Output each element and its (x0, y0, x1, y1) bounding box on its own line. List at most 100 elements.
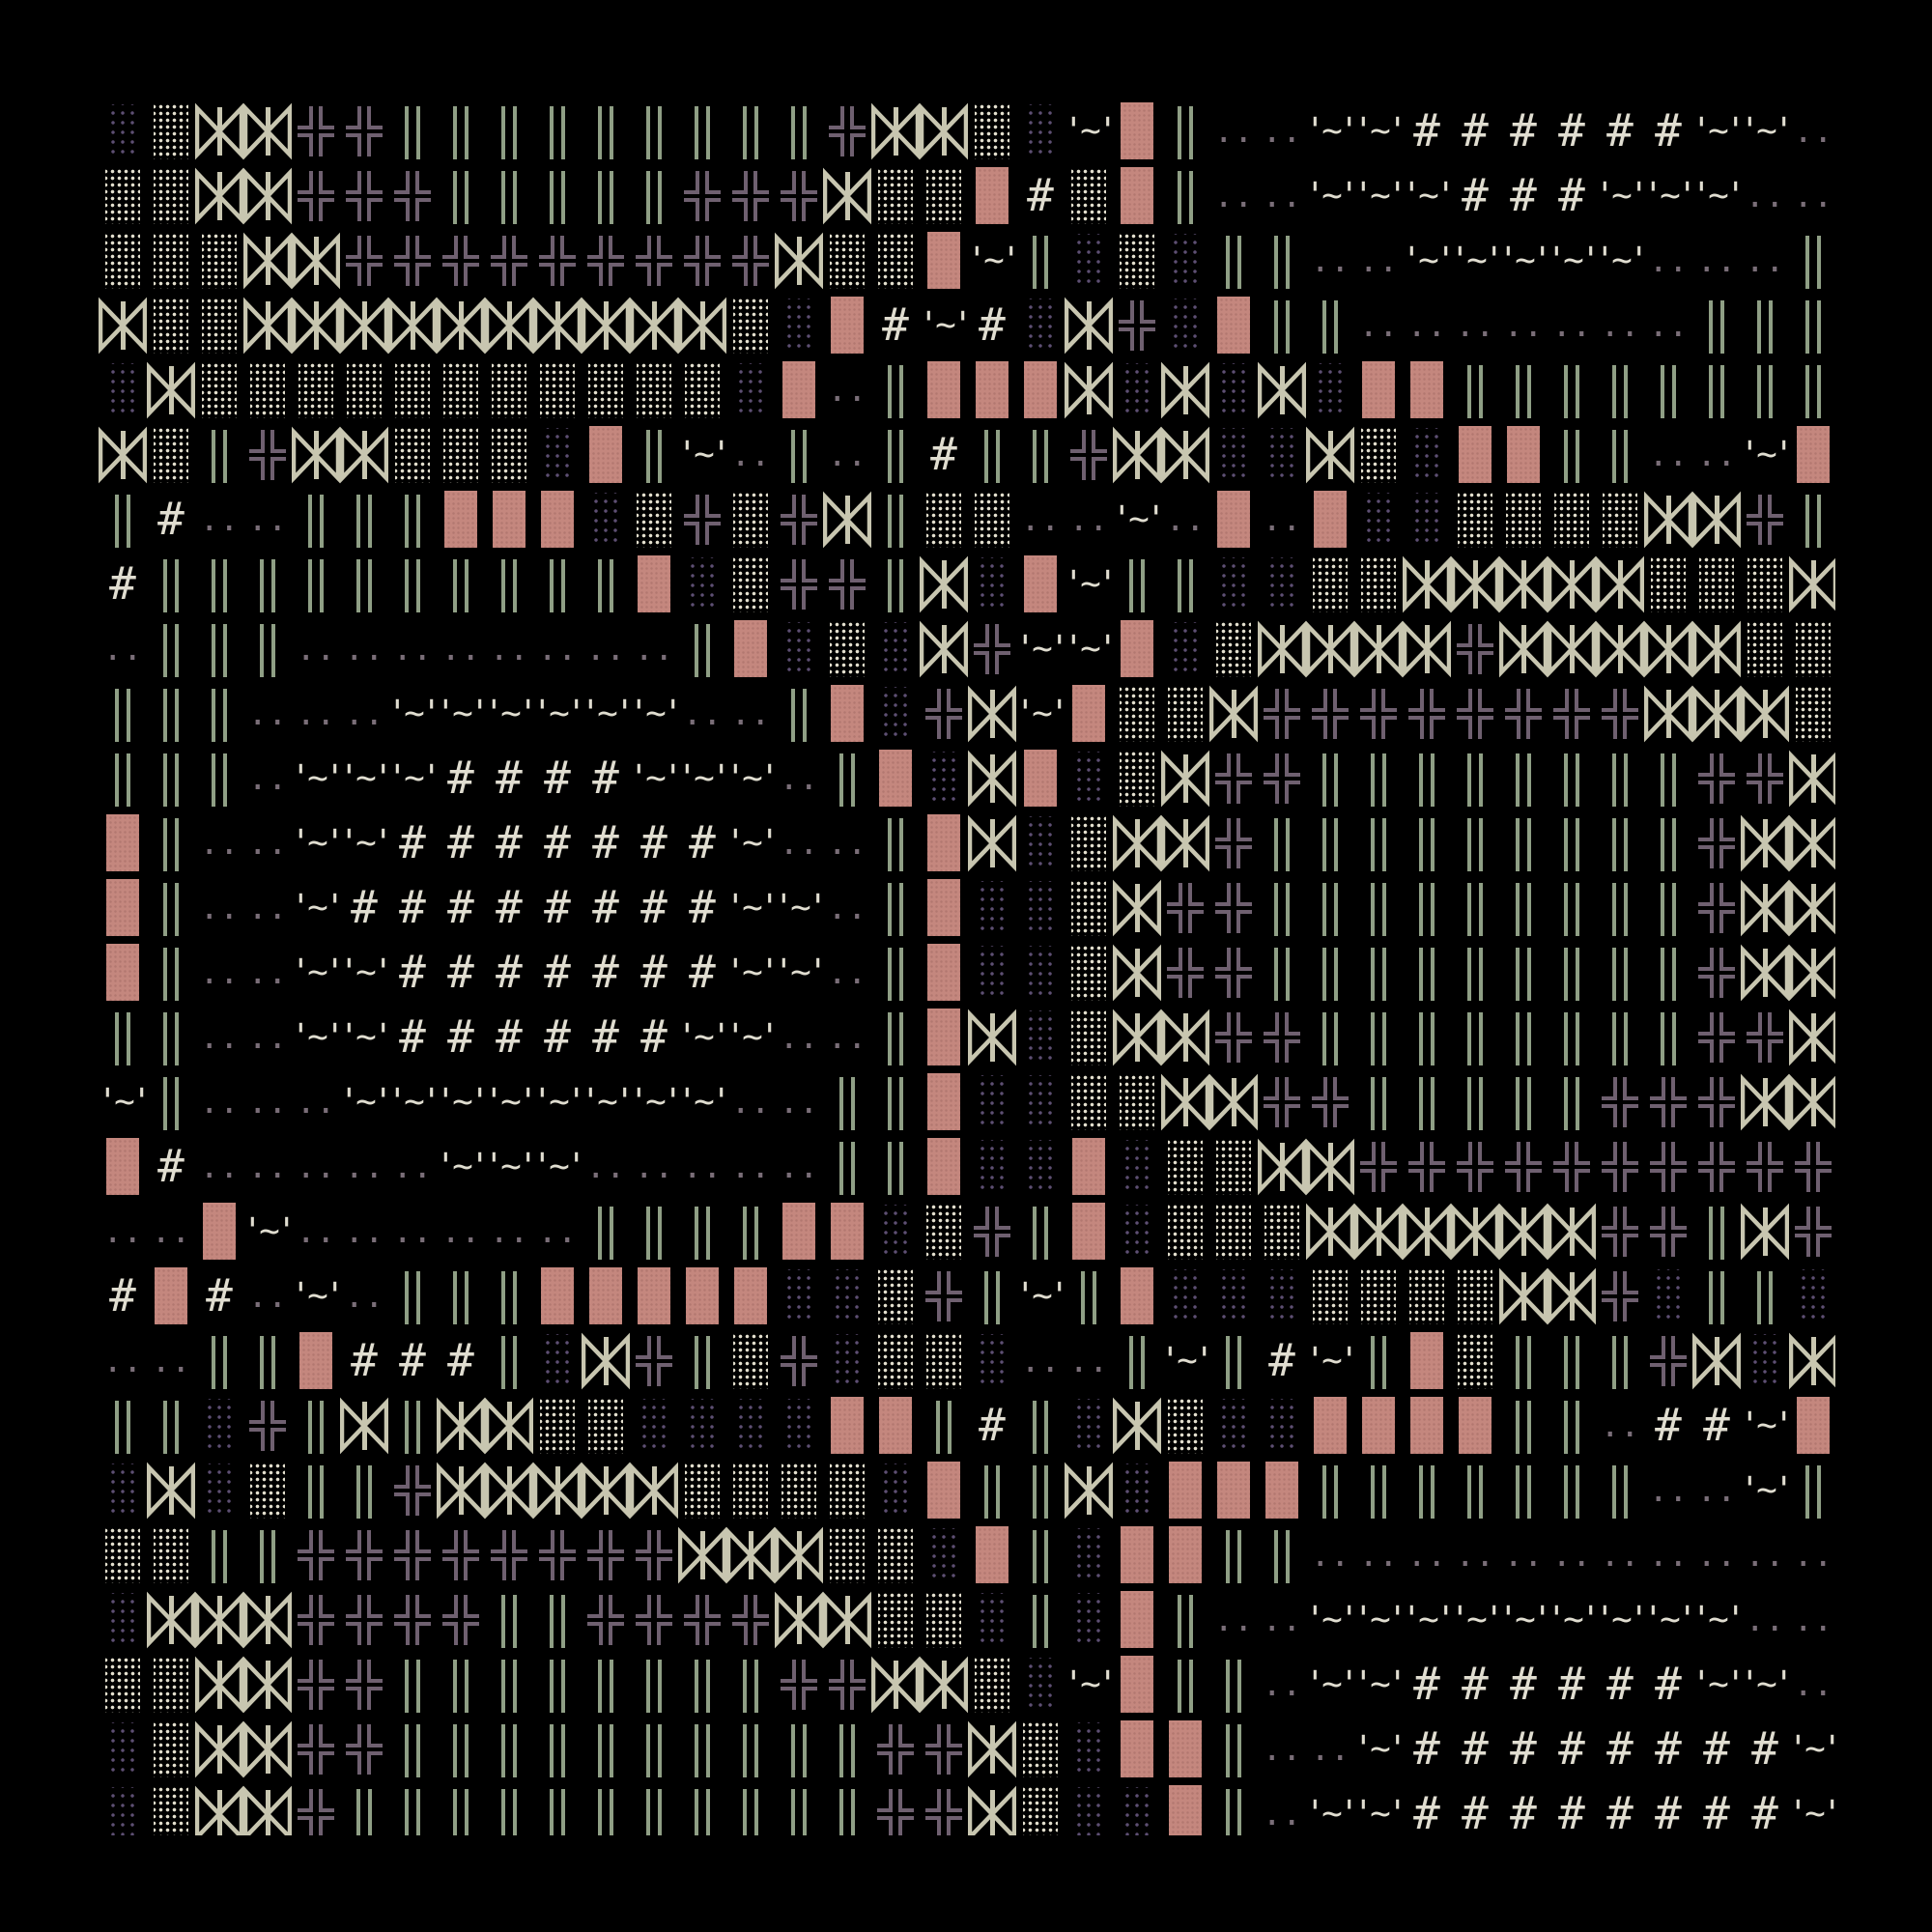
double-bar-glyph (678, 616, 726, 681)
bowtie-icon (1741, 1069, 1789, 1134)
pink-block (968, 1522, 1016, 1587)
double-bar-glyph (1258, 228, 1306, 293)
dense-dot-block (1499, 487, 1548, 552)
dense-dot-block (1065, 940, 1113, 1005)
hash-glyph: # (1655, 104, 1682, 156)
dots-glyph: .. (440, 1211, 481, 1251)
tilde-glyph: '~' (724, 757, 780, 798)
dots-glyph: .. (1358, 1535, 1399, 1575)
double-cross-icon (1548, 681, 1596, 746)
sparse-dot-block (1161, 616, 1209, 681)
double-bar-glyph (871, 552, 920, 616)
dots-glyph: .. (344, 629, 384, 668)
bowtie-icon (195, 163, 243, 228)
double-bar-glyph (533, 1587, 582, 1652)
double-bar-glyph (1161, 1652, 1209, 1717)
double-bar-glyph (630, 99, 678, 163)
double-bar-glyph (823, 1781, 871, 1835)
tilde-glyph: '~' (1063, 1663, 1118, 1704)
double-bar-glyph (582, 1199, 630, 1264)
tilde-glyph: '~' (1546, 1599, 1601, 1639)
sparse-dot-block (1258, 1264, 1306, 1328)
double-bar-glyph (823, 1134, 871, 1199)
pink-block (775, 357, 823, 422)
dense-dot-block (726, 487, 775, 552)
bowtie-icon (195, 99, 243, 163)
hash-glyph: # (1510, 1722, 1537, 1775)
double-cross-icon (1499, 1134, 1548, 1199)
hash-glyph: # (399, 1010, 426, 1063)
sparse-dot-block (1113, 1134, 1161, 1199)
sparse-dot-block (871, 616, 920, 681)
bowtie-icon (1499, 616, 1548, 681)
double-bar-glyph (243, 1522, 292, 1587)
hash-glyph: # (592, 881, 619, 933)
bowtie-icon (1789, 940, 1835, 1005)
pink-block (1113, 1522, 1161, 1587)
pink-block (582, 1264, 630, 1328)
dense-dot-block (871, 163, 920, 228)
art-row: ....'~''~''~''~''~''~''~''~''~'........'… (99, 1587, 1835, 1652)
double-bar-glyph (1209, 1652, 1258, 1717)
double-bar-glyph (871, 940, 920, 1005)
double-cross-icon (485, 228, 533, 293)
hash-glyph: # (157, 1140, 185, 1192)
dots-glyph: .. (1600, 1406, 1640, 1445)
double-cross-icon (1596, 1199, 1644, 1264)
bowtie-icon (871, 1652, 920, 1717)
double-cross-icon (437, 1522, 485, 1587)
pink-block (1113, 1264, 1161, 1328)
double-bar-glyph (533, 1717, 582, 1781)
hash-glyph: # (1462, 104, 1489, 156)
double-bar-glyph (388, 1264, 437, 1328)
hash-glyph: # (1510, 1658, 1537, 1710)
pink-block (823, 681, 871, 746)
pink-block (1113, 1587, 1161, 1652)
double-bar-glyph (1113, 1328, 1161, 1393)
dots-glyph: .. (247, 758, 288, 798)
double-bar-glyph (243, 616, 292, 681)
hash-glyph: # (206, 1269, 233, 1321)
bowtie-icon (243, 1781, 292, 1835)
bowtie-icon (968, 681, 1016, 746)
hash-glyph: # (544, 752, 571, 804)
art-row: '~'..'~''~'######'~''~'.... (99, 1652, 1835, 1717)
double-cross-icon (1596, 1264, 1644, 1328)
double-bar-glyph (1596, 357, 1644, 422)
hash-glyph: # (1462, 169, 1489, 221)
hash-glyph: # (1462, 1722, 1489, 1775)
tilde-glyph: '~' (531, 693, 586, 733)
hash-glyph: # (447, 881, 474, 933)
double-bar-glyph (678, 99, 726, 163)
bowtie-icon (678, 1522, 726, 1587)
dense-dot-block (1306, 552, 1354, 616)
hash-glyph: # (592, 1010, 619, 1063)
double-bar-glyph (1644, 875, 1692, 940)
art-row: # #.. '~'.. '~' (99, 1264, 1835, 1328)
tilde-glyph: '~' (435, 1081, 490, 1122)
sparse-dot-block (1741, 1328, 1789, 1393)
pink-block (823, 1199, 871, 1264)
bowtie-icon (485, 1458, 533, 1522)
pink-block (1209, 293, 1258, 357)
dense-dot-block (1065, 1005, 1113, 1069)
double-bar-glyph (1403, 875, 1451, 940)
bowtie-icon (1113, 1393, 1161, 1458)
double-bar-glyph (871, 810, 920, 875)
dense-dot-block (871, 1264, 920, 1328)
art-row: ...... '~' '~' '~' '~' '~' '~'.... '~' (99, 681, 1835, 746)
double-cross-icon (437, 228, 485, 293)
sparse-dot-block (1113, 357, 1161, 422)
double-bar-glyph (1548, 1458, 1596, 1522)
tilde-glyph: '~' (1642, 1599, 1697, 1639)
bowtie-icon (968, 810, 1016, 875)
sparse-dot-block (1016, 1134, 1065, 1199)
double-bar-glyph (823, 1717, 871, 1781)
double-cross-icon (968, 1199, 1016, 1264)
double-bar-glyph (775, 99, 823, 163)
double-bar-glyph (533, 1652, 582, 1717)
double-bar-glyph (195, 746, 243, 810)
double-bar-glyph (582, 1781, 630, 1835)
bowtie-icon (243, 163, 292, 228)
bowtie-icon (630, 1458, 678, 1522)
